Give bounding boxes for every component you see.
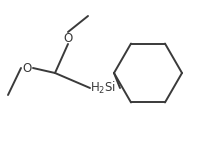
Text: O: O — [22, 61, 32, 74]
Text: H$_2$Si: H$_2$Si — [90, 80, 116, 96]
Text: O: O — [63, 32, 72, 45]
